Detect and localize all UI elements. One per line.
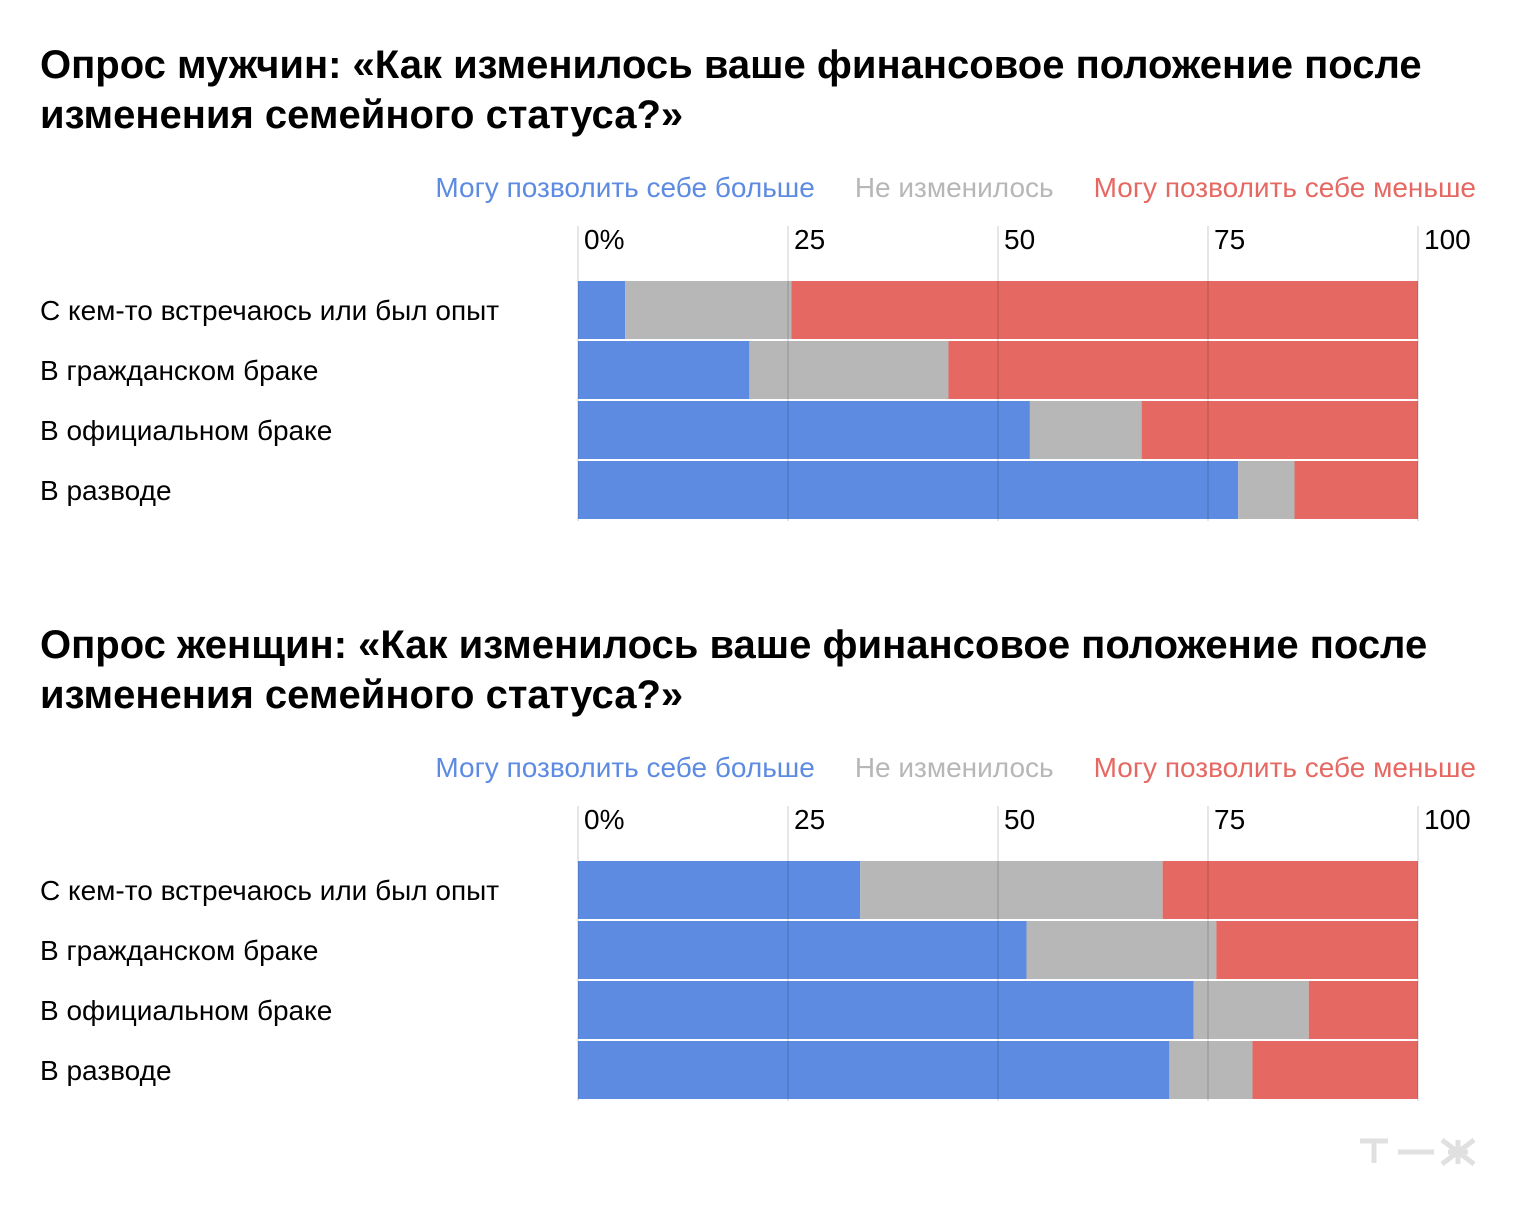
bar-segment-more [578,401,1030,459]
bar-segment-less [1294,461,1418,519]
bar-segment-same [1193,981,1309,1039]
row-label: В разводе [40,475,172,506]
bar-segment-less [948,341,1418,399]
legend-item-same: Не изменилось [854,172,1054,203]
stacked-bar-chart: С кем-то встречаюсь или был опыт В гражда… [40,224,1471,521]
bar-segment-less [1252,1041,1418,1099]
row-label: С кем-то встречаюсь или был опыт [40,295,499,326]
row-label: В официальном браке [40,415,332,446]
legend: Могу позволить себе больше Не изменилось… [435,168,1476,208]
bar-segment-less [1162,861,1418,919]
tick-label: 0% [584,804,624,835]
legend-item-more: Могу позволить себе больше [435,172,815,203]
chart-women: Опрос женщин: «Как изменилось ваше финан… [0,580,1520,1140]
bar-segment-less [1141,401,1418,459]
bar-segment-less [1216,921,1418,979]
bar-segment-more [578,461,1239,519]
tick-label: 25 [794,804,825,835]
bar-segment-same [1029,401,1142,459]
tick-label: 0% [584,224,624,255]
tick-label: 25 [794,224,825,255]
tick-label: 100 [1424,224,1471,255]
tick-label: 50 [1004,224,1035,255]
row-label: В гражданском браке [40,935,318,966]
legend-item-less: Могу позволить себе меньше [1093,752,1476,783]
tick-label: 75 [1214,224,1245,255]
stacked-bar-chart: С кем-то встречаюсь или был опыт В гражда… [40,804,1471,1101]
chart-title: Опрос мужчин: «Как изменилось ваше финан… [40,43,1422,137]
row-label: В разводе [40,1055,172,1086]
bar-segment-more [578,1041,1170,1099]
bar-segment-less [791,281,1418,339]
row-label: С кем-то встречаюсь или был опыт [40,875,499,906]
tzh-logo [1360,1138,1476,1166]
bar-segment-more [578,981,1194,1039]
legend-item-same: Не изменилось [854,752,1054,783]
bar-segment-same [1238,461,1295,519]
bar-segment-more [578,861,861,919]
bar-segment-same [749,341,949,399]
chart-men: Опрос мужчин: «Как изменилось ваше финан… [0,0,1520,560]
bar-segment-same [1026,921,1217,979]
bar-segment-more [578,341,750,399]
legend: Могу позволить себе больше Не изменилось… [435,748,1476,788]
tick-label: 100 [1424,804,1471,835]
tick-label: 50 [1004,804,1035,835]
legend-item-less: Могу позволить себе меньше [1093,172,1476,203]
bar-segment-same [625,281,792,339]
bar-segment-same [1169,1041,1253,1099]
row-label: В гражданском браке [40,355,318,386]
chart-title: Опрос женщин: «Как изменилось ваше финан… [40,623,1428,717]
legend-item-more: Могу позволить себе больше [435,752,815,783]
bar-segment-more [578,921,1027,979]
bar-segment-more [578,281,626,339]
bar-segment-same [860,861,1163,919]
row-label: В официальном браке [40,995,332,1026]
tick-label: 75 [1214,804,1245,835]
bar-segment-less [1308,981,1418,1039]
